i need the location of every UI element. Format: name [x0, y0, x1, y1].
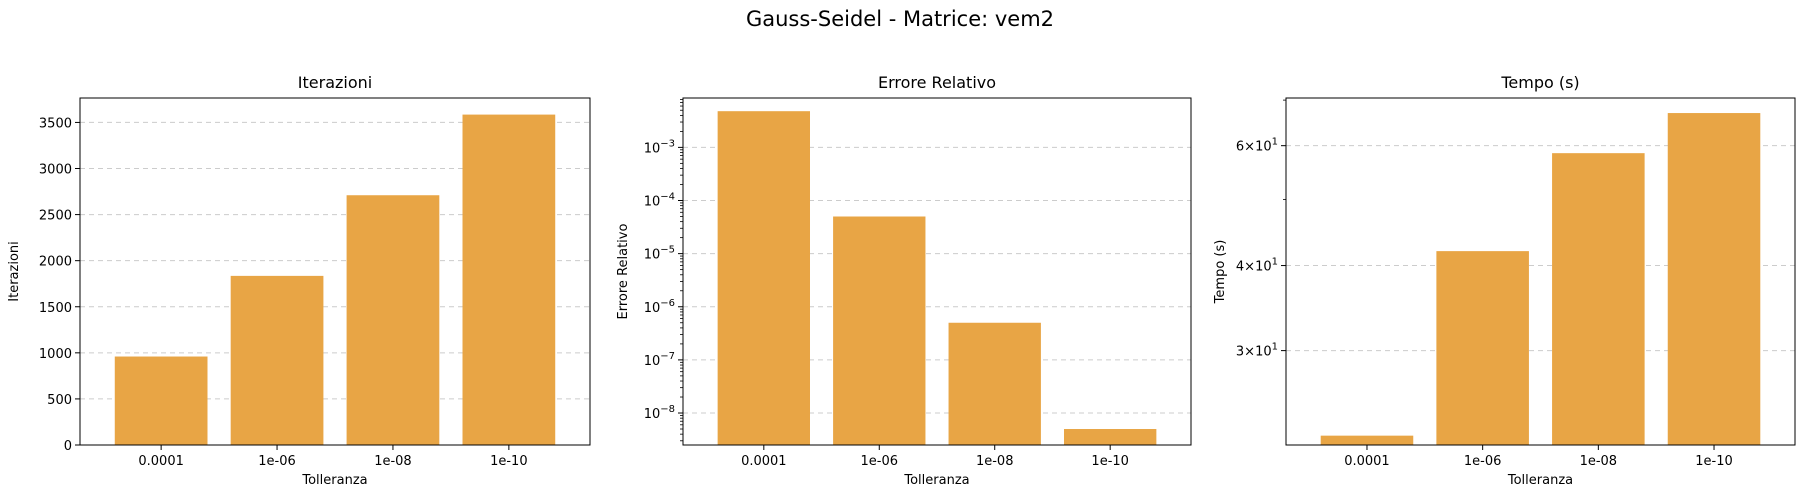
- x-axis-label: Tolleranza: [1507, 473, 1573, 488]
- bar: [948, 322, 1041, 445]
- chart-title: Errore Relativo: [878, 73, 996, 92]
- x-tick-label: 1e-08: [374, 454, 412, 469]
- y-tick-label: 10−3: [644, 138, 675, 156]
- x-tick-label: 1e-10: [1695, 454, 1733, 469]
- y-axis-label: Iterazioni: [7, 241, 22, 301]
- x-tick-label: 1e-10: [490, 454, 528, 469]
- y-tick-label: 3500: [39, 116, 72, 131]
- y-tick-label: 2000: [39, 255, 72, 270]
- plot-frame: [1285, 97, 1796, 446]
- bar: [1064, 429, 1157, 445]
- chart-1: 0.0001 1e-06 1e-08 1e-10 0 500 1000 1500 2000 250…: [7, 73, 591, 488]
- y-tick-label: 10−8: [644, 404, 675, 422]
- bar: [462, 114, 556, 446]
- chart-title: Iterazioni: [298, 73, 372, 92]
- x-axis-label: Tolleranza: [903, 473, 969, 488]
- y-tick-label: 10−5: [644, 245, 675, 263]
- plot-frame: [682, 97, 1192, 446]
- y-axis-label: Errore Relativo: [616, 224, 631, 320]
- y-tick-label: 10−7: [644, 351, 675, 369]
- y-axis-label: Tempo (s): [1213, 240, 1228, 305]
- charts: 0.0001 1e-06 1e-08 1e-10 0 500 1000 1500 2000 250…: [7, 73, 1796, 488]
- x-tick-label: 0.0001: [741, 454, 787, 469]
- chart-3: 0.0001 1e-06 1e-08 1e-10 3×101 4×101 6×101 Temp…: [1213, 73, 1796, 488]
- bar: [114, 356, 208, 445]
- y-tick-label: 4×101: [1236, 257, 1278, 275]
- x-tick-label: 1e-06: [1464, 454, 1502, 469]
- y-tick-label: 1000: [39, 347, 72, 362]
- bar: [1436, 251, 1529, 445]
- x-tick-label: 1e-08: [1580, 454, 1618, 469]
- plot-frame: [79, 97, 591, 446]
- bar: [346, 195, 440, 445]
- y-tick-label: 3000: [39, 163, 72, 178]
- y-tick-label: 500: [47, 393, 72, 408]
- y-tick-label: 10−6: [644, 298, 675, 316]
- y-tick-label: 2500: [39, 209, 72, 224]
- y-tick-label: 0: [64, 439, 72, 454]
- y-tick-label: 3×101: [1236, 342, 1278, 360]
- y-tick-label: 10−4: [644, 192, 675, 210]
- bar: [1320, 435, 1414, 445]
- x-tick-label: 0.0001: [1344, 454, 1390, 469]
- x-tick-label: 0.0001: [138, 454, 184, 469]
- chart-2: 0.0001 1e-06 1e-08 1e-10 10−8 10−7 10−6 10−5 10−…: [616, 73, 1192, 488]
- figure-title: Gauss-Seidel - Matrice: vem2: [746, 7, 1054, 31]
- y-tick-label: 1500: [39, 301, 72, 316]
- bar: [1667, 113, 1761, 446]
- x-tick-label: 1e-06: [861, 454, 899, 469]
- bar: [1552, 153, 1645, 445]
- x-tick-label: 1e-06: [258, 454, 296, 469]
- bar: [717, 111, 810, 446]
- bar: [833, 216, 926, 445]
- y-tick-label: 6×101: [1236, 137, 1278, 155]
- x-tick-label: 1e-08: [976, 454, 1014, 469]
- bar: [230, 275, 324, 445]
- x-tick-label: 1e-10: [1091, 454, 1129, 469]
- chart-title: Tempo (s): [1500, 73, 1579, 92]
- x-axis-label: Tolleranza: [301, 473, 367, 488]
